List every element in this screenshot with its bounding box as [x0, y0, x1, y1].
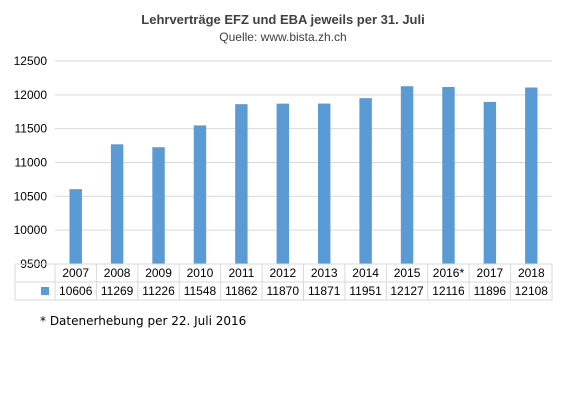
- data-table: 2007 10606 2008 11269 2009 11226 2010 11548 2011…: [14, 263, 553, 301]
- y-tick-label: 12000: [14, 88, 48, 102]
- category-label: 2009: [145, 266, 172, 280]
- bars: [69, 86, 538, 265]
- footnote: * Datenerhebung per 22. Juli 2016: [40, 314, 247, 328]
- category-label: 2015: [394, 266, 421, 280]
- y-tick-label: 12500: [14, 54, 48, 68]
- category-label: 2008: [104, 266, 131, 280]
- bar: [193, 125, 207, 264]
- category-label: 2017: [477, 266, 504, 280]
- value-label: 11871: [308, 284, 341, 298]
- bar: [69, 189, 82, 264]
- bar: [235, 104, 248, 265]
- category-label: 2007: [62, 266, 89, 280]
- bar: [525, 87, 538, 264]
- category-label: 2011: [228, 266, 254, 280]
- bar: [152, 147, 165, 264]
- category-label: 2012: [269, 266, 296, 280]
- bar: [483, 101, 497, 264]
- bar: [442, 86, 455, 264]
- value-label: 12108: [515, 284, 549, 298]
- bar: [110, 144, 124, 264]
- value-label: 12116: [432, 284, 465, 298]
- y-tick-label: 11500: [15, 122, 48, 136]
- y-tick-label: 10000: [14, 223, 48, 237]
- category-label: 2014: [352, 266, 379, 280]
- gridlines: [55, 60, 552, 231]
- value-label: 10606: [59, 284, 93, 298]
- value-label: 11951: [349, 284, 382, 298]
- bar: [317, 103, 331, 264]
- value-label: 11226: [142, 284, 175, 298]
- category-label: 2013: [311, 266, 338, 280]
- y-tick-label: 11000: [15, 156, 48, 170]
- value-label: 12127: [390, 284, 424, 298]
- value-label: 11548: [184, 284, 217, 298]
- value-label: 11870: [267, 284, 300, 298]
- value-label: 11862: [225, 284, 258, 298]
- y-tick-label: 10500: [14, 189, 48, 203]
- chart-subtitle: Quelle: www.bista.zh.ch: [219, 30, 346, 44]
- legend-key: [41, 287, 49, 295]
- category-label: 2010: [187, 266, 214, 280]
- bar: [359, 98, 372, 264]
- category-label: 2016*: [433, 266, 465, 280]
- value-label: 11896: [474, 284, 507, 298]
- category-label: 2018: [518, 266, 545, 280]
- bar: [276, 103, 290, 264]
- bar: [400, 86, 414, 264]
- value-label: 11269: [101, 284, 134, 298]
- chart-title: Lehrverträge EFZ und EBA jeweils per 31.…: [141, 12, 424, 27]
